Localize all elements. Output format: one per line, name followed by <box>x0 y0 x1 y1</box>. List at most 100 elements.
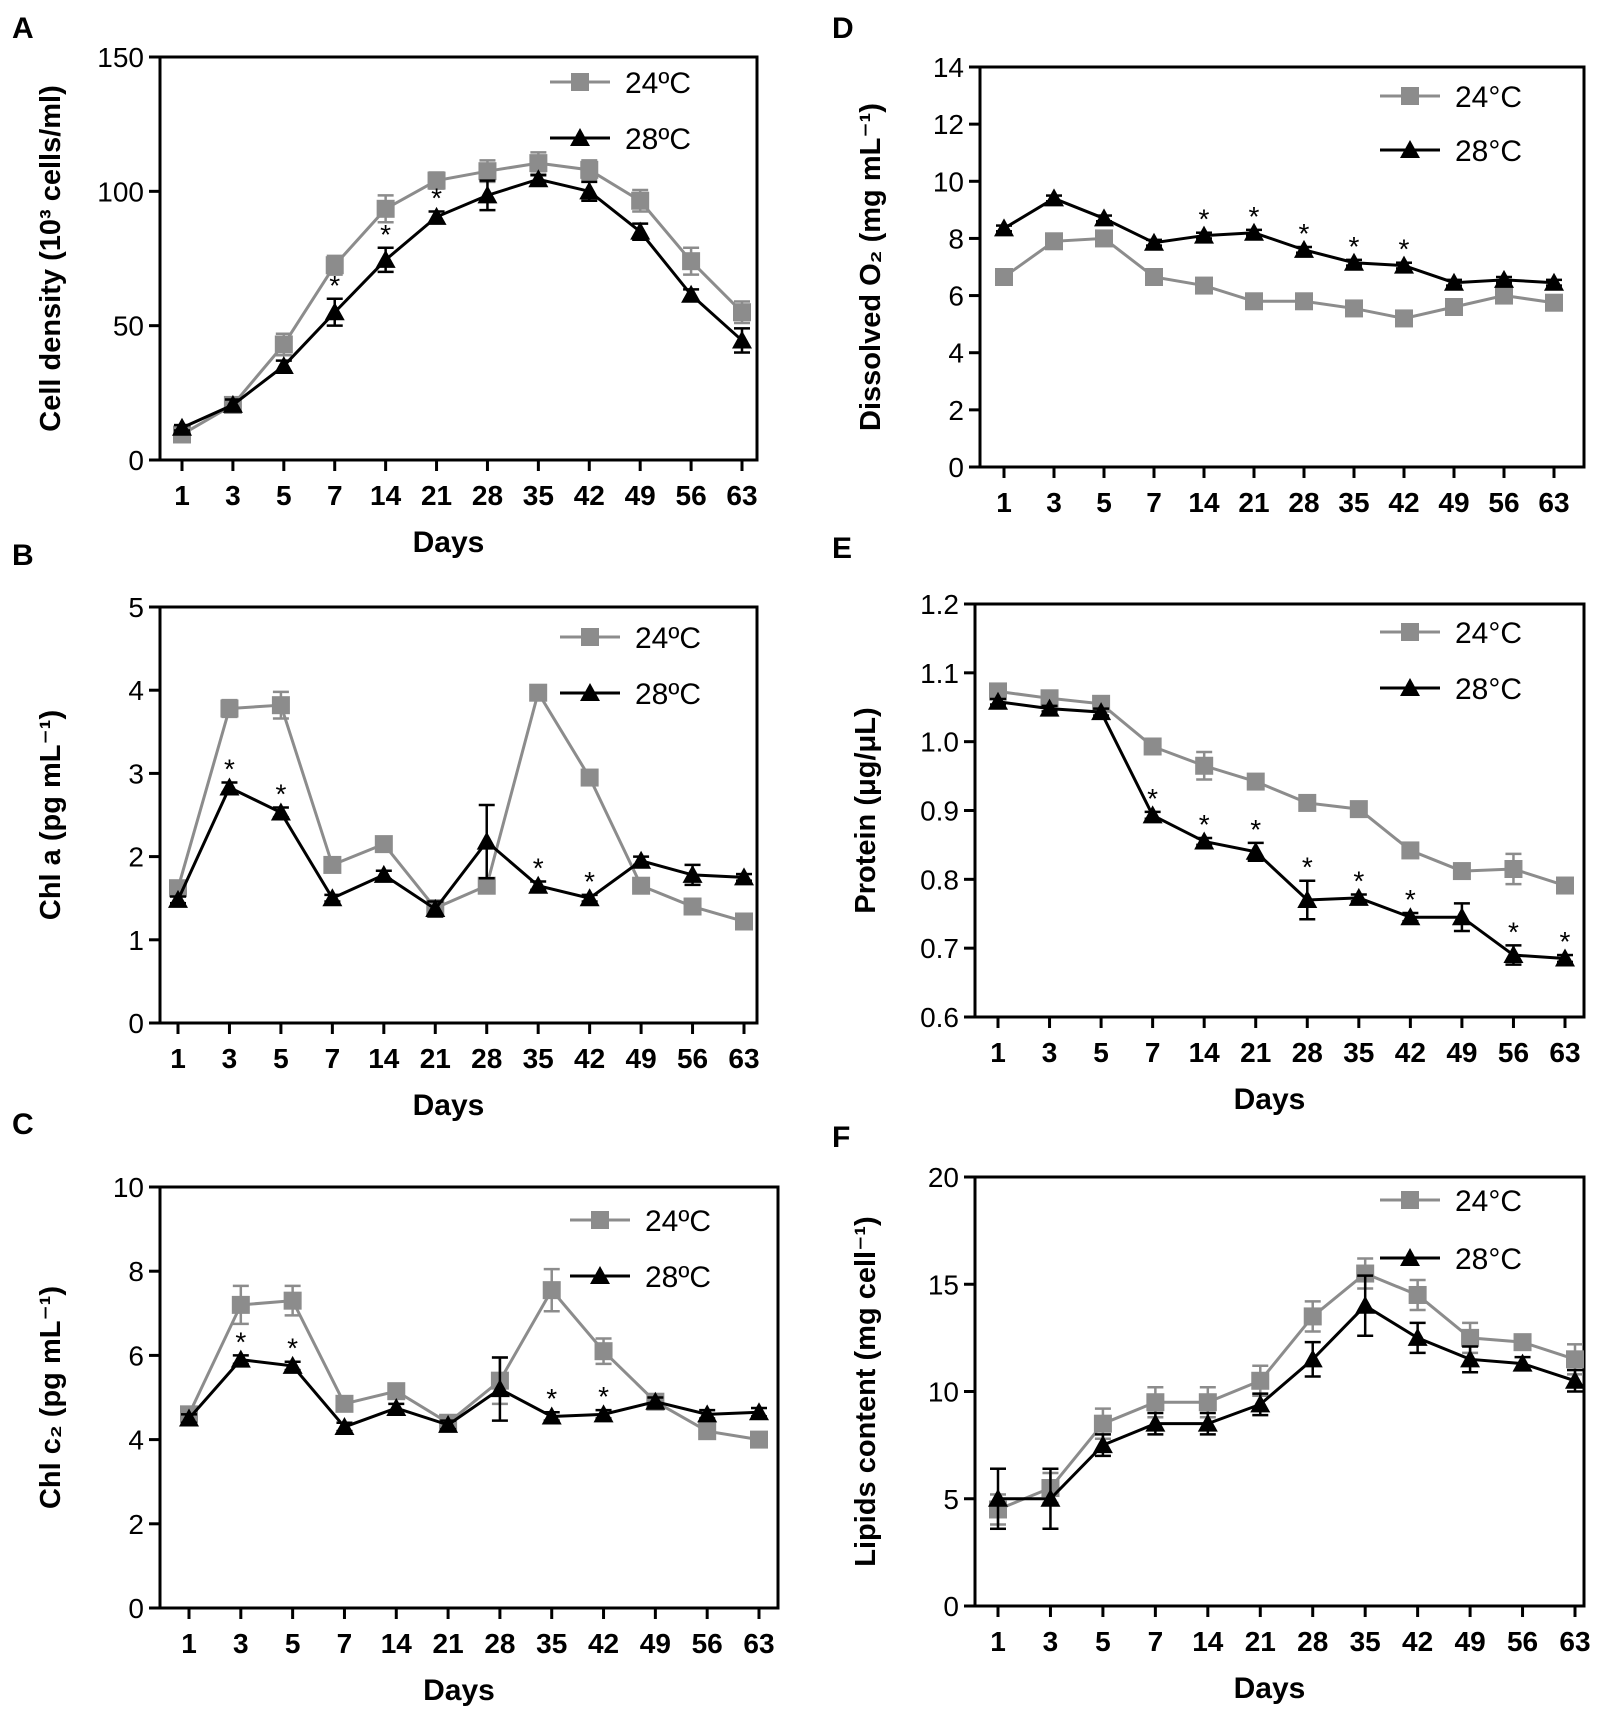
data-point <box>1039 698 1060 717</box>
legend-item-24C: 24°C <box>1380 617 1522 650</box>
data-point <box>1195 756 1214 775</box>
panel-label: A <box>12 12 34 45</box>
legend-item-24C: 24ºC <box>560 622 701 655</box>
data-point <box>1344 252 1364 271</box>
data-point <box>1544 272 1564 291</box>
legend-label: 28ºC <box>635 678 701 711</box>
data-point <box>1194 225 1214 244</box>
y-tick-label: 0 <box>128 1008 144 1039</box>
data-point <box>1146 1393 1165 1412</box>
data-point <box>489 1379 510 1398</box>
significance-asterisk: * <box>1349 231 1360 262</box>
x-tick-label: 49 <box>1455 1626 1486 1657</box>
x-tick-label: 3 <box>1042 1037 1058 1068</box>
data-point <box>994 218 1014 237</box>
x-tick-label: 42 <box>1402 1626 1433 1657</box>
x-tick-label: 56 <box>677 1043 708 1074</box>
data-point <box>1040 689 1059 708</box>
legend-item-28C: 28ºC <box>560 678 701 711</box>
data-point <box>1045 232 1063 251</box>
data-point <box>1348 887 1369 906</box>
y-tick-label: 0.9 <box>920 796 959 827</box>
data-point <box>1303 1307 1322 1326</box>
x-tick-label: 56 <box>1507 1626 1538 1657</box>
data-point <box>1545 293 1563 312</box>
y-tick-label: 150 <box>97 42 144 73</box>
x-tick-label: 14 <box>1192 1626 1224 1657</box>
data-point <box>1407 1327 1428 1346</box>
x-tick-label: 14 <box>370 480 402 511</box>
x-tick-label: 1 <box>174 480 190 511</box>
data-point <box>579 888 600 907</box>
x-tick-label: 42 <box>588 1628 619 1659</box>
y-tick-label: 0.7 <box>920 933 959 964</box>
y-tick-label: 50 <box>113 311 144 342</box>
data-point <box>733 303 751 322</box>
legend-label: 24ºC <box>625 67 691 100</box>
data-point <box>1400 907 1421 926</box>
data-point <box>1565 1370 1585 1389</box>
y-axis-title: Chl a (pg mL⁻¹) <box>35 710 67 920</box>
x-tick-label: 35 <box>1338 487 1369 518</box>
data-point <box>1451 907 1472 926</box>
significance-asterisk: * <box>1250 814 1261 845</box>
x-tick-label: 42 <box>1395 1037 1426 1068</box>
legend-label: 24ºC <box>635 622 701 655</box>
data-point <box>1503 945 1524 964</box>
series-line <box>1003 236 1555 320</box>
panel-label: F <box>832 1121 850 1154</box>
x-tick-label: 14 <box>1188 487 1220 518</box>
x-tick-label: 35 <box>523 480 554 511</box>
x-tick-label: 3 <box>233 1628 249 1659</box>
data-point <box>1093 1414 1112 1433</box>
plot-frame <box>978 65 1586 469</box>
data-point <box>1444 272 1464 291</box>
y-tick-label: 0 <box>943 1591 959 1622</box>
panel-E: E0.60.70.80.91.01.11.21 3 5 7 14 21 28 35 42 49 56… <box>832 532 1586 1116</box>
x-tick-label: 56 <box>1488 487 1519 518</box>
legend-item-24C: 24ºC <box>570 1205 711 1238</box>
data-point <box>1294 239 1314 258</box>
x-axis-title: Days <box>1234 1083 1306 1116</box>
y-tick-label: 6 <box>948 281 964 312</box>
legend-label: 28°C <box>1455 135 1522 168</box>
x-tick-label: 21 <box>433 1628 464 1659</box>
significance-asterisk: * <box>1399 234 1410 265</box>
legend-item-24C: 24°C <box>1380 1185 1522 1218</box>
data-point <box>231 1295 250 1314</box>
legend-label: 24°C <box>1455 1185 1522 1218</box>
series-line <box>176 688 745 923</box>
data-point <box>682 252 701 271</box>
data-point <box>375 249 396 268</box>
significance-asterisk: * <box>1302 852 1313 883</box>
data-point <box>529 683 548 702</box>
panel-label: B <box>12 539 34 572</box>
x-tick-label: 35 <box>1350 1626 1381 1657</box>
y-tick-label: 0 <box>128 445 144 476</box>
data-point <box>645 1391 666 1410</box>
significance-asterisk: * <box>1199 204 1210 235</box>
x-tick-label: 35 <box>523 1043 554 1074</box>
x-tick-label: 49 <box>625 480 656 511</box>
x-tick-label: 3 <box>1046 487 1062 518</box>
y-tick-label: 0.6 <box>920 1002 959 1033</box>
series-24C <box>989 1257 1584 1526</box>
x-tick-label: 28 <box>1288 487 1319 518</box>
data-point <box>230 1349 251 1368</box>
data-point <box>1445 298 1463 316</box>
data-point <box>335 1394 354 1413</box>
y-tick-label: 4 <box>128 675 144 706</box>
y-tick-label: 2 <box>948 395 964 426</box>
x-tick-label: 56 <box>692 1628 723 1659</box>
data-point <box>1091 702 1112 721</box>
y-tick-label: 4 <box>128 1425 144 1456</box>
plot-frame <box>973 602 1586 1019</box>
series-line <box>997 1271 1576 1511</box>
data-point <box>1297 889 1318 908</box>
x-tick-label: 35 <box>536 1628 567 1659</box>
significance-asterisk: * <box>1199 809 1210 840</box>
data-point <box>477 185 498 204</box>
x-tick-label: 3 <box>1043 1626 1059 1657</box>
series-24C <box>169 683 753 931</box>
